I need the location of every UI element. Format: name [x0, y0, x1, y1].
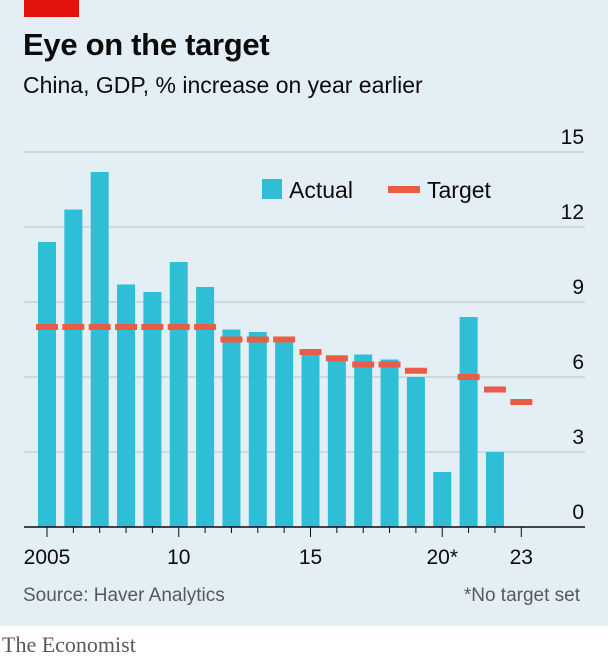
bar-chart: 0 3 6 9 12 15 2005 10 15 20* 23 Actual Target [24, 126, 585, 569]
actual-bar-2018 [380, 359, 399, 527]
x-tick-label: 15 [299, 546, 322, 569]
actual-bar-2022 [485, 452, 504, 527]
actual-bar-2013 [248, 332, 267, 527]
actual-bar-2015 [301, 352, 320, 527]
x-tick-label: 23 [510, 546, 533, 569]
target-marker-2009 [141, 324, 164, 330]
footnote: *No target set [463, 585, 580, 606]
actual-bar-2006 [64, 209, 83, 527]
actual-bars [38, 172, 504, 527]
target-marker-2014 [273, 336, 296, 343]
legend-actual-swatch [262, 179, 282, 199]
y-tick-label: 6 [572, 351, 584, 374]
actual-bar-2007 [90, 172, 109, 527]
target-marker-2010 [167, 324, 190, 330]
y-tick-label: 15 [561, 126, 584, 149]
target-marker-2015 [299, 349, 322, 355]
publisher-wordmark: The Economist [2, 632, 136, 657]
actual-bar-2019 [406, 377, 425, 527]
target-marker-2023 [510, 399, 533, 405]
actual-bar-2005 [38, 242, 56, 527]
x-tick-label: 10 [167, 546, 190, 569]
actual-bar-2008 [117, 284, 136, 527]
target-marker-2006 [62, 324, 85, 330]
target-marker-2008 [115, 324, 138, 330]
legend: Actual Target [262, 177, 492, 203]
target-marker-2016 [325, 355, 348, 362]
brand-red-tag [24, 0, 79, 17]
actual-bar-2012 [222, 329, 241, 527]
target-marker-2022 [483, 386, 506, 393]
actual-bar-2010 [169, 262, 188, 527]
legend-actual-label: Actual [289, 177, 353, 203]
y-tick-label: 12 [561, 201, 584, 224]
actual-bar-2011 [196, 287, 215, 527]
actual-bar-2017 [354, 354, 373, 527]
target-marker-2005 [36, 324, 58, 330]
target-marker-2019 [404, 367, 427, 374]
y-tick-label: 3 [572, 426, 584, 449]
y-axis-tick-labels: 0 3 6 9 12 15 [561, 126, 584, 524]
target-marker-2011 [194, 324, 217, 330]
source-note: Source: Haver Analytics [23, 585, 225, 606]
actual-bar-2014 [275, 342, 294, 527]
x-tick-label: 20* [426, 546, 458, 569]
target-marker-2012 [220, 336, 243, 343]
x-tick-label: 2005 [24, 546, 71, 569]
target-markers [36, 324, 533, 405]
actual-bar-2016 [327, 357, 346, 527]
actual-bar-2021 [459, 317, 478, 527]
target-marker-2021 [457, 374, 480, 380]
target-marker-2013 [246, 336, 269, 343]
actual-bar-2009 [143, 292, 162, 527]
legend-target-swatch [388, 186, 420, 193]
target-marker-2017 [352, 361, 375, 368]
y-tick-label: 0 [572, 501, 584, 524]
y-tick-label: 9 [572, 276, 584, 299]
target-marker-2007 [88, 324, 111, 330]
x-axis: 2005 10 15 20* 23 [24, 526, 585, 569]
legend-target-label: Target [427, 177, 492, 203]
chart-subtitle: China, GDP, % increase on year earlier [23, 72, 423, 98]
actual-bar-2020 [433, 472, 452, 527]
target-marker-2018 [378, 361, 401, 368]
chart-title: Eye on the target [23, 27, 270, 62]
